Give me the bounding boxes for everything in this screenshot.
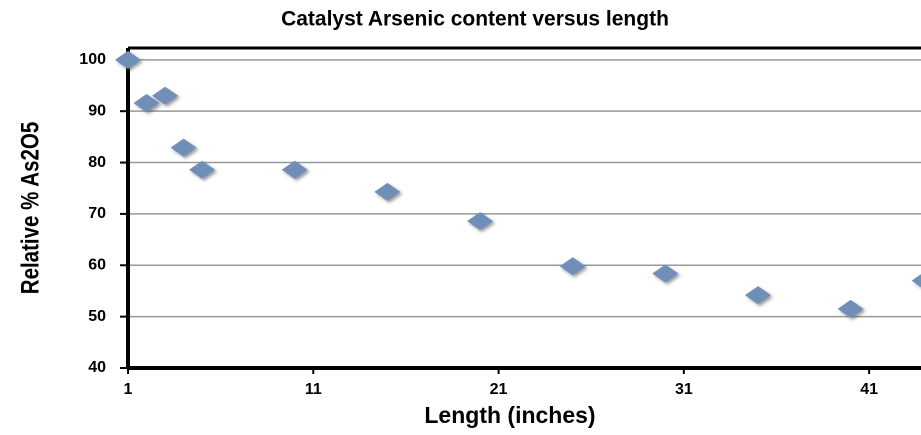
data-point — [189, 160, 216, 179]
x-tick-label: 1 — [124, 381, 133, 398]
y-tick-label: 80 — [88, 154, 106, 171]
x-axis-label: Length (inches) — [424, 402, 595, 428]
y-tick-label: 60 — [88, 256, 106, 273]
data-point — [652, 264, 679, 283]
data-point — [281, 160, 308, 179]
data-point — [152, 86, 179, 105]
data-point — [911, 274, 921, 288]
x-tick-label: 21 — [490, 381, 508, 398]
data-point — [170, 138, 197, 157]
y-tick-label: 70 — [88, 205, 106, 222]
data-point — [744, 286, 771, 305]
x-tick-label: 31 — [675, 381, 693, 398]
y-tick-label: 50 — [88, 308, 106, 325]
y-tick-label: 100 — [79, 51, 106, 68]
chart-title: Catalyst Arsenic content versus length — [281, 8, 669, 31]
data-point — [133, 93, 160, 112]
data-point — [837, 299, 864, 318]
x-tick-label: 41 — [860, 381, 878, 398]
y-tick-label: 40 — [88, 359, 106, 376]
y-tick-label: 90 — [88, 102, 106, 119]
data-point — [115, 50, 141, 69]
y-axis-label: Relative % As2O5 — [16, 122, 44, 295]
x-tick-label: 11 — [305, 381, 322, 398]
data-point — [374, 182, 401, 201]
data-point — [467, 212, 494, 231]
data-point — [559, 257, 586, 276]
